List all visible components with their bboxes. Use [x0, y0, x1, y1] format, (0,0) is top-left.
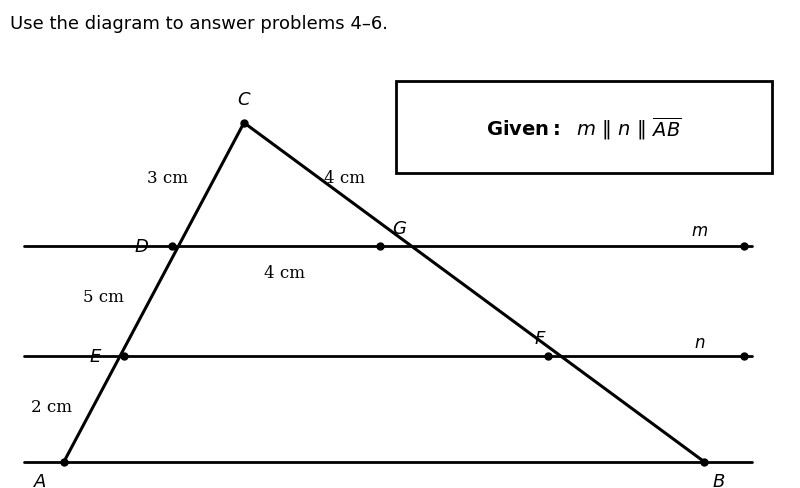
FancyBboxPatch shape: [396, 81, 772, 174]
Text: 3 cm: 3 cm: [147, 170, 188, 187]
Text: 5 cm: 5 cm: [83, 288, 124, 305]
Text: 4 cm: 4 cm: [324, 170, 365, 187]
Text: $\mathit{C}$: $\mathit{C}$: [237, 90, 251, 108]
Text: Use the diagram to answer problems 4–6.: Use the diagram to answer problems 4–6.: [10, 15, 389, 33]
Text: $\mathit{F}$: $\mathit{F}$: [534, 330, 546, 347]
Text: $m$: $m$: [691, 223, 709, 240]
Text: 2 cm: 2 cm: [31, 398, 72, 415]
Text: $\mathit{B}$: $\mathit{B}$: [712, 472, 725, 488]
Text: $\mathit{G}$: $\mathit{G}$: [393, 220, 407, 238]
Text: 4 cm: 4 cm: [263, 264, 305, 281]
Text: $\mathit{A}$: $\mathit{A}$: [33, 472, 47, 488]
Text: $\mathbf{Given :}\ \  m \  \| \  n \  \| \  \overline{AB}$: $\mathbf{Given :}\ \ m \ \| \ n \ \| \ \…: [486, 115, 682, 141]
Text: $\mathit{D}$: $\mathit{D}$: [134, 238, 149, 255]
Text: $n$: $n$: [694, 335, 706, 351]
Text: $\mathit{E}$: $\mathit{E}$: [90, 347, 102, 365]
